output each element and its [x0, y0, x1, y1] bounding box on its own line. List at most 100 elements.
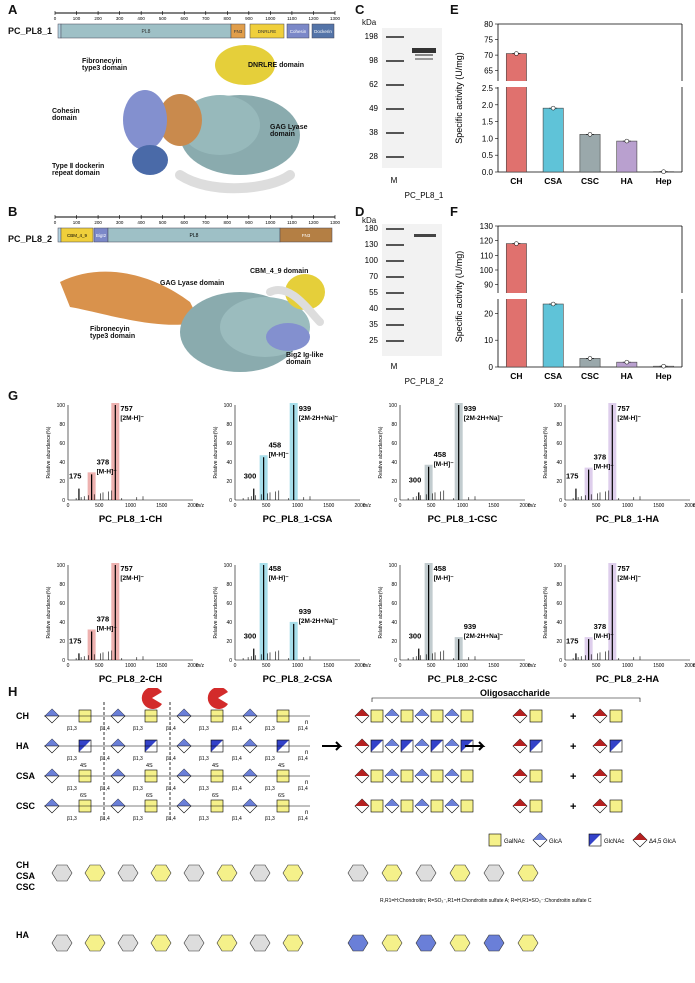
peak-ion-label: [M-H]⁻ — [269, 575, 290, 582]
x-tick-label: 0 — [234, 503, 237, 509]
x-tick-label: 1000 — [125, 663, 136, 669]
linkage-label: β1,3 — [199, 756, 209, 762]
struct-row-label: CSC — [16, 882, 36, 892]
y-tick-label: 100 — [57, 563, 66, 569]
glcnac-symbol — [400, 739, 414, 753]
scale-tick: 400 — [137, 220, 145, 225]
y-tick-label: 0 — [229, 658, 232, 664]
y-axis-label: Relative abundance(%) — [46, 586, 52, 638]
dnrlre-domain-a — [249, 23, 285, 39]
scale-tick: 300 — [116, 220, 124, 225]
linkage-label: β1,3 — [199, 726, 209, 732]
glcnac-symbol — [370, 739, 384, 753]
diamond-fill — [513, 739, 527, 746]
scale-tick: 1000 — [265, 16, 276, 21]
diamond-fill — [593, 739, 607, 746]
y-tick-label: 120 — [480, 237, 494, 246]
domain-map-a: 0 100 200 300 400 500 600 700 800 900 1000 1100 1200… — [54, 11, 340, 39]
cbm-domain-b — [60, 227, 94, 243]
x-tick-label: 0 — [399, 663, 402, 669]
y-tick-label: 20 — [59, 479, 65, 485]
y-tick-label: 80 — [391, 582, 397, 588]
y-tick-label: 80 — [226, 422, 232, 428]
peak-mz-label: 378 — [97, 457, 110, 466]
spectrum-pc_pl8_2-ha: 0204060801000500100015002000m/zRelative … — [543, 563, 695, 685]
diamond-fill — [513, 799, 527, 806]
diamond-fill — [415, 769, 429, 776]
spectrum-title: PC_PL8_1-CH — [99, 514, 162, 525]
x-tick-label: 1000 — [622, 663, 633, 669]
peak-mz-label: 300 — [244, 472, 257, 481]
y-tick-label: 2.5 — [482, 84, 494, 93]
legend-label: Δ4,5 GlcA — [649, 839, 676, 845]
x-tick-label: CSC — [581, 176, 599, 186]
sugar-ring — [282, 934, 304, 952]
galnac-symbol — [370, 769, 384, 783]
scale-tick: 1300 — [330, 220, 340, 225]
y-tick-label: 130 — [480, 222, 494, 231]
peak-ion-label: [2M-2H+Na]⁻ — [299, 618, 339, 625]
scale-tick: 100 — [73, 16, 81, 21]
gel-marker-label: 55 — [369, 288, 378, 297]
diamond-fill — [355, 709, 369, 716]
galnac-symbol — [609, 769, 623, 783]
y-tick-label: 60 — [391, 441, 397, 447]
domain-map-b: 0 100 200 300 400 500 600 700 800 900 1000 1100 1200… — [54, 215, 340, 243]
gel-marker-label: 70 — [369, 272, 378, 281]
panel-label-d: D — [355, 204, 365, 219]
scale-tick: 700 — [202, 16, 210, 21]
x-tick-label: 2000 — [519, 503, 530, 509]
data-point — [514, 51, 519, 56]
peak-mz-label: 939 — [464, 404, 477, 413]
panel-label-g: G — [8, 388, 19, 403]
y-tick-label: 40 — [556, 460, 562, 466]
galnac-symbol — [529, 709, 543, 723]
linkage-label: β1,4 — [166, 726, 176, 732]
y-tick-label: 60 — [391, 601, 397, 607]
scale-tick: 0 — [54, 16, 57, 21]
galnac-symbol — [430, 769, 444, 783]
x-axis-label: m/z — [693, 663, 695, 669]
y-tick-label: 40 — [391, 460, 397, 466]
bar-ha — [616, 140, 638, 173]
galnac-symbol — [370, 709, 384, 723]
galnac-symbol — [529, 769, 543, 783]
x-tick-label: 500 — [592, 503, 601, 509]
gel-marker-label: 28 — [369, 152, 378, 161]
y-axis-label: Relative abundance(%) — [213, 586, 219, 638]
x-tick-label: 1000 — [622, 503, 633, 509]
diamond-fill — [513, 709, 527, 716]
glcnac-fill — [610, 740, 622, 752]
arrow — [322, 741, 343, 751]
oligo-label: Oligosaccharide — [480, 688, 550, 698]
diamond-fill — [355, 799, 369, 806]
linkage-label: β1,4 — [100, 786, 110, 792]
linkage-label: β1,3 — [67, 786, 77, 792]
gel-marker-band — [386, 36, 404, 38]
gel-c-band — [412, 48, 436, 53]
y-tick-label: 20 — [556, 639, 562, 645]
x-axis-label: m/z — [693, 503, 695, 509]
scale-tick: 800 — [224, 220, 232, 225]
y-tick-label: 65 — [484, 67, 493, 76]
peak-ion-label: [M-H]⁻ — [269, 451, 290, 458]
linkage-label: β1,3 — [265, 726, 275, 732]
diamond-fill — [177, 709, 191, 716]
gel-d-lane-sample: PC_PL8_2 — [405, 377, 444, 386]
scale-tick: 500 — [159, 16, 167, 21]
sulfation-label: 4S — [212, 763, 219, 769]
diamond-fill — [385, 769, 399, 776]
bar-csa — [542, 303, 564, 368]
x-tick-label: 500 — [262, 663, 271, 669]
y-tick-label: 0 — [62, 658, 65, 664]
linkage-label: β1,4 — [298, 756, 308, 762]
linkage-label: β1,4 — [298, 816, 308, 822]
panel-label-c: C — [355, 2, 365, 17]
linkage-label: β1,4 — [166, 816, 176, 822]
diamond-fill — [177, 799, 191, 806]
y-tick-label: 80 — [226, 582, 232, 588]
scale-tick: 900 — [245, 16, 253, 21]
sugar-ring — [483, 934, 505, 952]
